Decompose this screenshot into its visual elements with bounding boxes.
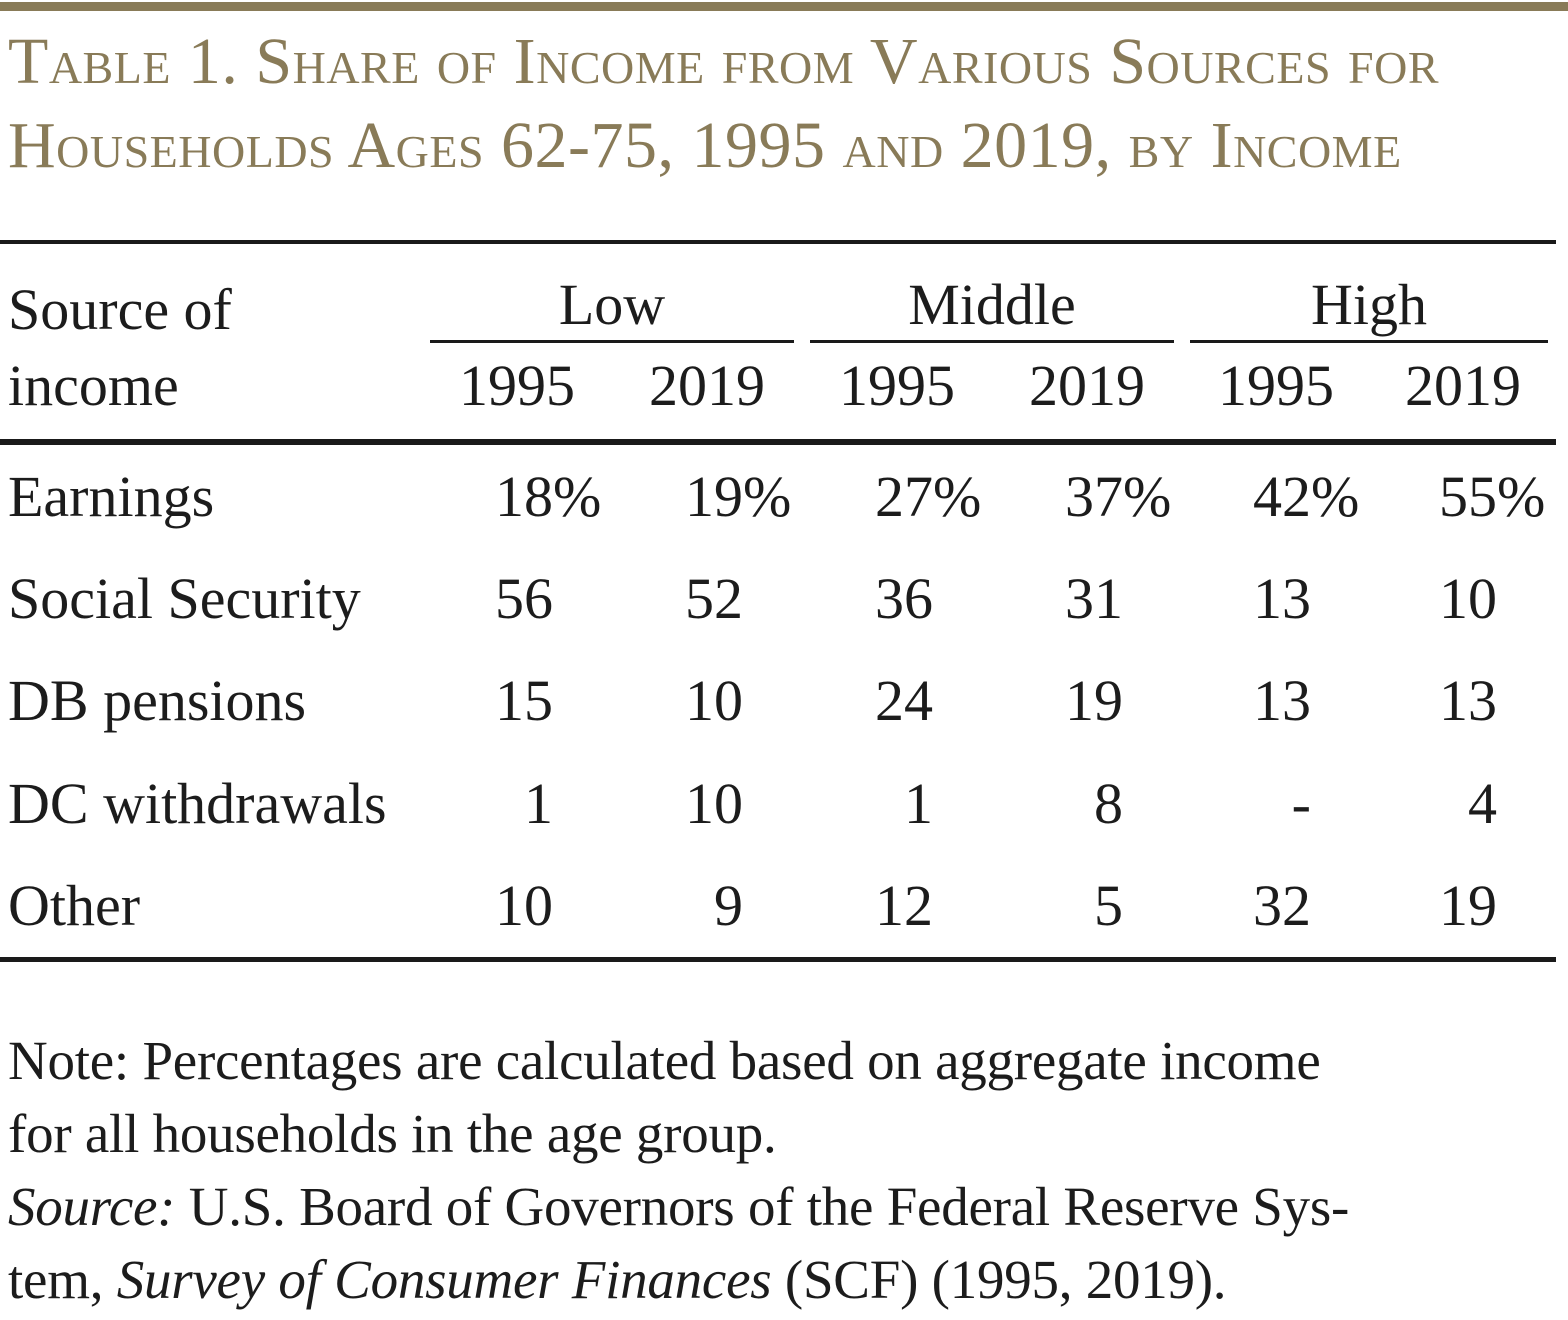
row-label: Social Security [8,566,361,632]
table-row: Social Security 56 52 36 31 13 10 [0,547,1556,649]
cell-low-2019: 10 [685,668,743,734]
source-text3: (SCF) (1995, 2019). [771,1249,1227,1310]
cell-high-1995: 13 [1253,668,1311,734]
column-group-high: High [1190,244,1548,343]
table-row: DB pensions 15 10 24 19 13 13 [0,650,1556,752]
cell-low-2019: 19% [685,463,792,529]
cell-high-2019: 4 [1468,770,1497,836]
cell-high-1995: 32 [1253,873,1311,939]
cell-low-1995: 15 [495,668,553,734]
cell-high-2019: 55% [1439,463,1546,529]
cell-high-2019: 19 [1439,873,1497,939]
cell-middle-2019: 5 [1094,873,1123,939]
cell-high-2019: 10 [1439,566,1497,632]
source-text1: U.S. Board of Governors of the Federal R… [175,1176,1350,1237]
cell-high-1995: - [1291,770,1311,836]
cell-middle-1995: 12 [875,873,933,939]
column-group-middle: Middle [810,244,1174,343]
stub-header-line2: income [8,353,179,418]
table-body: Earnings 18% 19% 27% 37% 42% 55% Social … [0,445,1556,962]
cell-low-1995: 56 [495,566,553,632]
table-title: Table 1. Share of Income from Various So… [8,20,1564,188]
column-group-middle-label: Middle [908,272,1076,337]
year-header-high-2019: 2019 [1405,353,1521,418]
source-line2: tem, Survey of Consumer Finances (SCF) (… [8,1243,1564,1316]
cell-low-2019: 52 [685,566,743,632]
cell-middle-2019: 8 [1094,770,1123,836]
note-line2: for all households in the age group. [8,1103,777,1164]
source-publication: Survey of Consumer Finances [116,1249,772,1310]
cell-low-1995: 1 [524,770,553,836]
row-label: Earnings [8,463,215,529]
year-header-middle-2019: 2019 [1029,353,1145,418]
column-group-high-label: High [1311,272,1427,337]
cell-high-2019: 13 [1439,668,1497,734]
stub-header-line1: Source of [8,277,232,342]
cell-middle-1995: 1 [904,770,933,836]
cell-middle-2019: 19 [1065,668,1123,734]
cell-middle-1995: 27% [875,463,982,529]
income-share-table: Source of income Low Middle High 1995 20… [0,240,1556,962]
source-line1: Source: U.S. Board of Governors of the F… [8,1170,1564,1243]
cell-middle-1995: 36 [875,566,933,632]
cell-low-2019: 9 [714,873,743,939]
table-row: DC withdrawals 1 10 1 8 - 4 [0,752,1556,854]
year-header-low-1995: 1995 [459,353,575,418]
cell-middle-2019: 37% [1065,463,1172,529]
cell-low-1995: 18% [495,463,602,529]
table-row: Earnings 18% 19% 27% 37% 42% 55% [0,445,1556,547]
year-header-middle-1995: 1995 [839,353,955,418]
top-accent-bar [0,2,1568,11]
cell-middle-1995: 24 [875,668,933,734]
table-title-line1: Table 1. Share of Income from Various So… [8,25,1440,98]
year-header-low-2019: 2019 [649,353,765,418]
table-title-line2: Households Ages 62-75, 1995 and 2019, by… [8,109,1402,182]
cell-low-1995: 10 [495,873,553,939]
cell-high-1995: 42% [1253,463,1360,529]
source-label: Source: [8,1176,176,1237]
year-header-high-1995: 1995 [1218,353,1334,418]
cell-high-1995: 13 [1253,566,1311,632]
table-row: Other 10 9 12 5 32 19 [0,855,1556,957]
row-label: Other [8,873,141,939]
note-line1: Note: Percentages are calculated based o… [8,1030,1321,1091]
row-label: DB pensions [8,668,307,734]
cell-low-2019: 10 [685,770,743,836]
column-group-low-label: Low [558,272,666,337]
table-notes: Note: Percentages are calculated based o… [8,1024,1564,1316]
table-header: Source of income Low Middle High 1995 20… [0,244,1556,445]
cell-middle-2019: 31 [1065,566,1123,632]
row-label: DC withdrawals [8,770,387,836]
source-text2: tem, [8,1249,117,1310]
column-group-low: Low [430,244,794,343]
